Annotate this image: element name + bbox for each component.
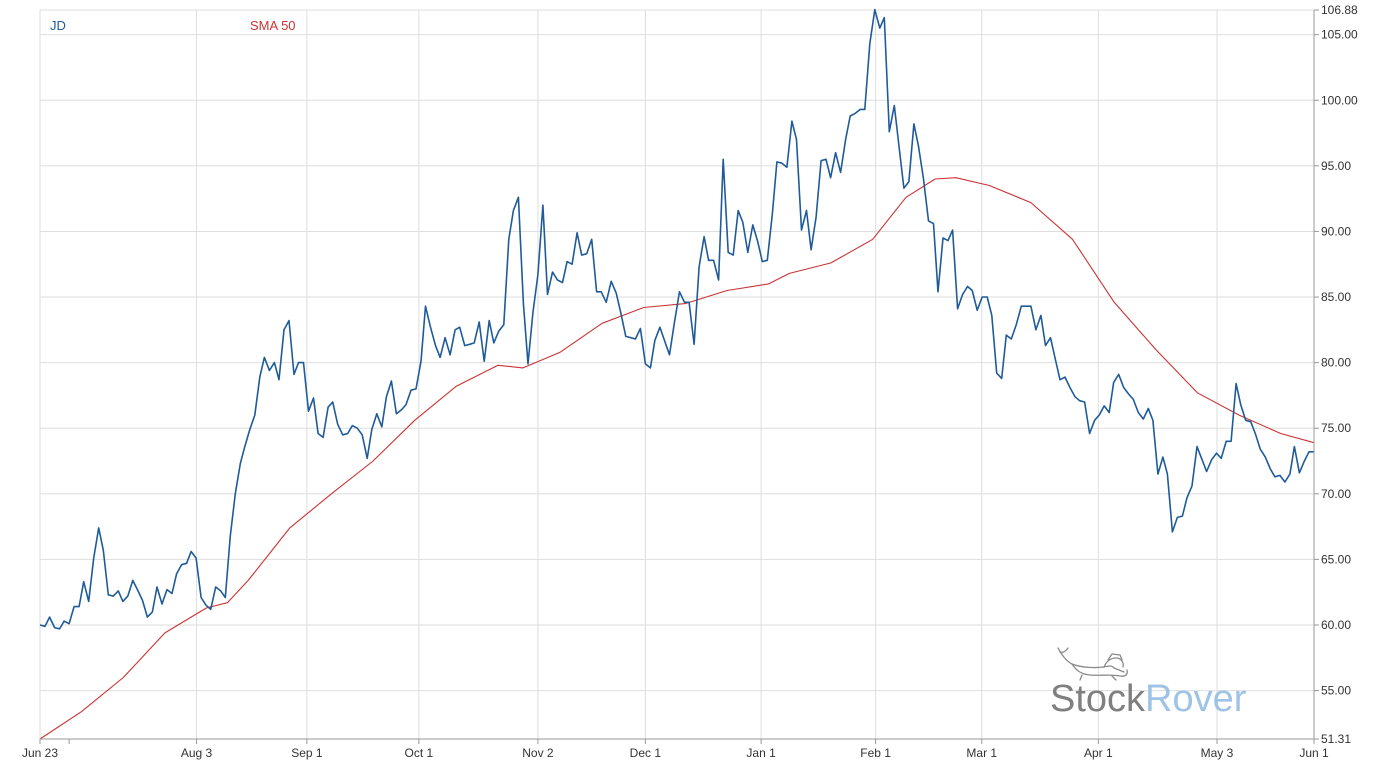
x-tick-label: May 3	[1201, 746, 1234, 760]
stockrover-watermark: StockRover	[1050, 647, 1247, 720]
dog-mascot-icon	[1057, 647, 1128, 681]
y-tick-label: 65.00	[1321, 552, 1351, 566]
x-tick-label: Jan 1	[746, 746, 776, 760]
x-tick-label: Apr 1	[1084, 746, 1113, 760]
legend: JD SMA 50	[50, 18, 296, 33]
y-axis: 51.31 55.00 60.00 65.00 70.00 75.00 80.00 85.00…	[1313, 3, 1358, 746]
x-tick-label: Mar 1	[966, 746, 997, 760]
x-tick-label: Dec 1	[630, 746, 662, 760]
x-tick-label: Jun 23	[22, 746, 58, 760]
x-axis: Jun 23 Aug 3 Sep 1 Oct 1 Nov 2 Dec 1 Jan 1 Feb …	[22, 738, 1329, 760]
svg-text:StockRover: StockRover	[1050, 678, 1247, 720]
x-tick-label: Jun 1	[1299, 746, 1329, 760]
series-line-sma-50	[39, 177, 1315, 740]
y-tick-label: 90.00	[1321, 224, 1351, 238]
legend-sma-50: SMA 50	[250, 18, 296, 33]
y-tick-label: 60.00	[1321, 618, 1351, 632]
y-tick-label: 85.00	[1321, 290, 1351, 304]
y-tick-label: 51.31	[1321, 732, 1351, 746]
x-tick-label: Feb 1	[860, 746, 891, 760]
y-tick-label: 105.00	[1321, 28, 1358, 42]
y-tick-label: 100.00	[1321, 93, 1358, 107]
y-tick-label: 80.00	[1321, 356, 1351, 370]
y-tick-label: 70.00	[1321, 487, 1351, 501]
series-layer	[39, 8, 1315, 740]
y-tick-label: 95.00	[1321, 159, 1351, 173]
legend-jd: JD	[50, 18, 66, 33]
x-tick-label: Oct 1	[405, 746, 434, 760]
x-tick-label: Sep 1	[291, 746, 323, 760]
x-tick-label: Aug 3	[181, 746, 213, 760]
y-tick-label: 75.00	[1321, 421, 1351, 435]
watermark-stock-text: Stock	[1050, 678, 1146, 720]
watermark-rover-text: Rover	[1145, 678, 1247, 720]
series-line-jd	[39, 8, 1314, 630]
y-tick-label: 106.88	[1321, 3, 1358, 17]
x-tick-label: Nov 2	[522, 746, 554, 760]
y-tick-label: 55.00	[1321, 684, 1351, 698]
